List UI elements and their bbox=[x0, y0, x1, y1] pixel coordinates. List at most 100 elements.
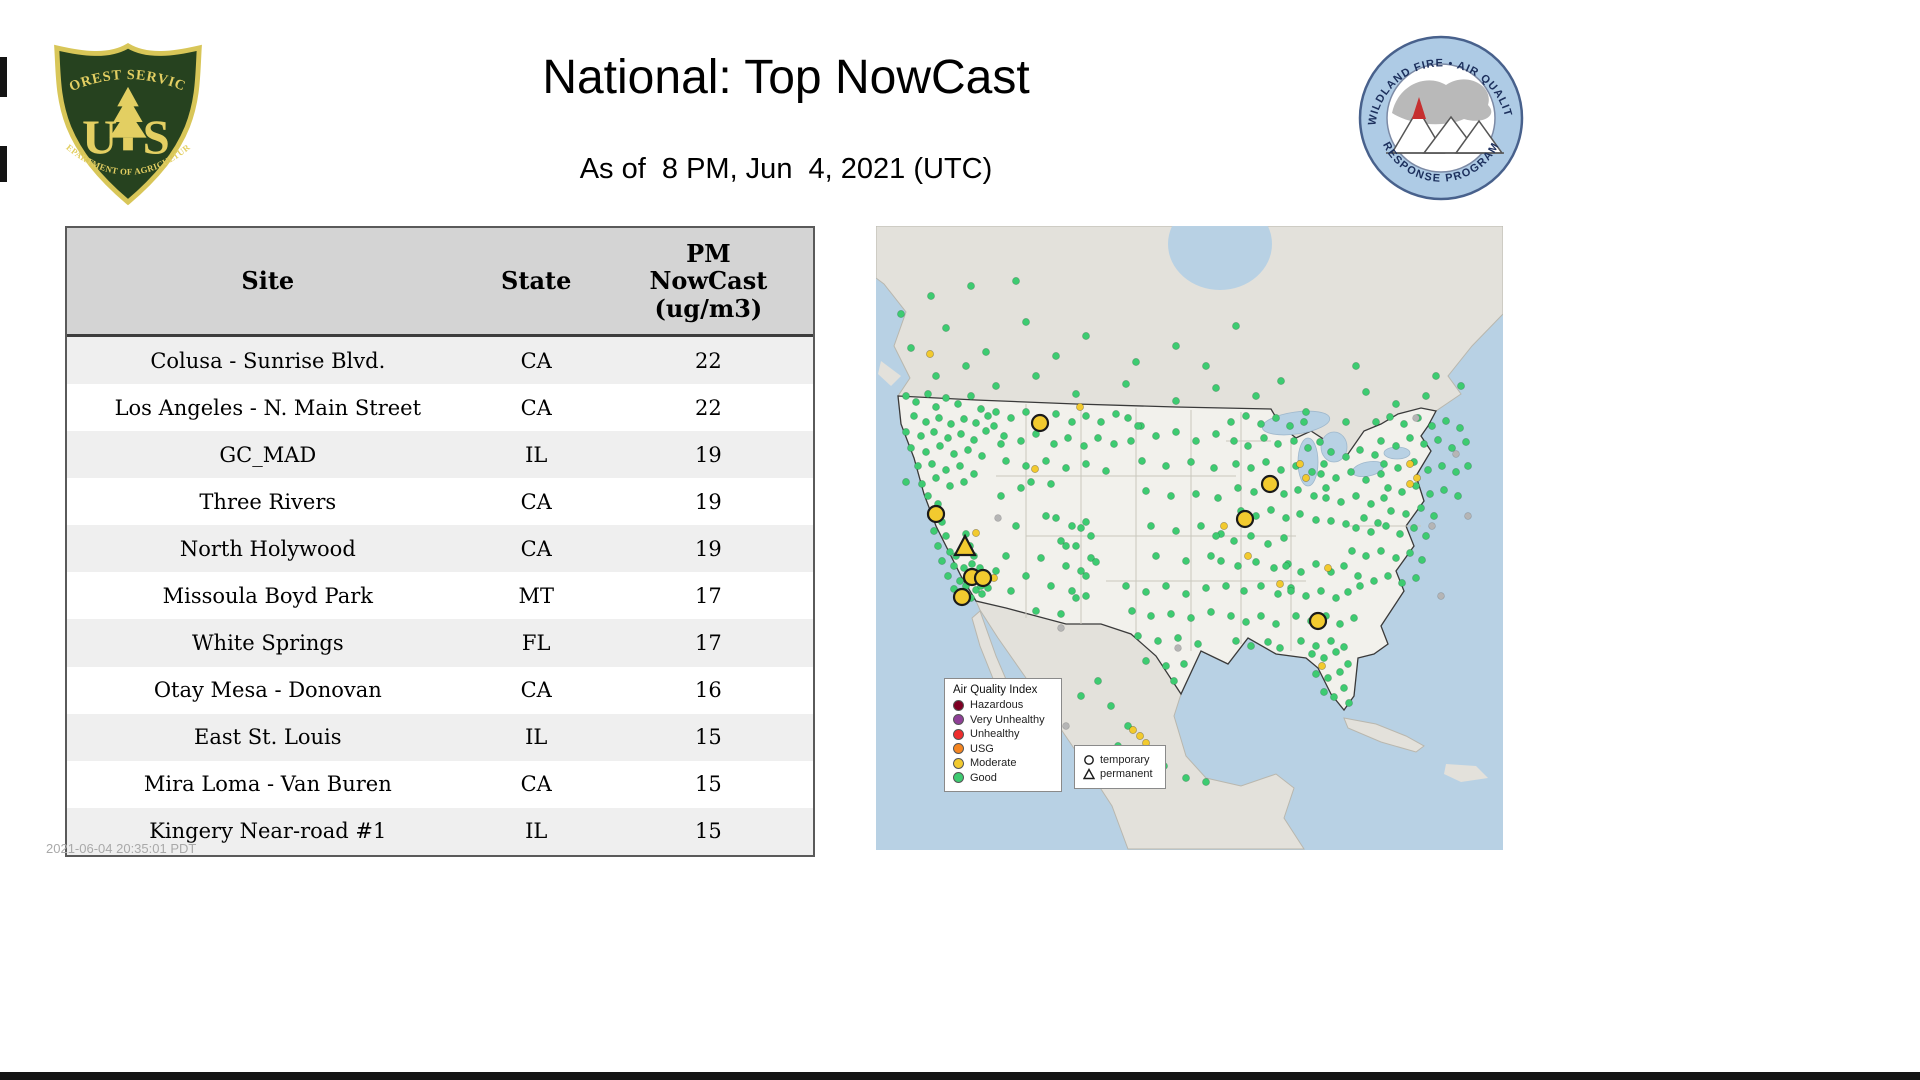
usfs-logo: FOREST SERVICE U S DEPARTMENT OF AGRICUL… bbox=[45, 36, 202, 206]
wfaqrp-mountains-icon bbox=[1390, 107, 1504, 154]
site-dot-good bbox=[1322, 484, 1330, 492]
site-dot-good bbox=[932, 372, 940, 380]
site-dot-good bbox=[1252, 392, 1260, 400]
site-dot-good bbox=[1274, 440, 1282, 448]
site-dot-moderate bbox=[1406, 480, 1414, 488]
aqi-color-chip bbox=[953, 728, 964, 740]
site-dot-good bbox=[1092, 558, 1100, 566]
site-dot-inactive bbox=[1412, 414, 1420, 422]
site-dot-good bbox=[1354, 572, 1362, 580]
site-dot-good bbox=[960, 564, 968, 572]
site-dot-good bbox=[1448, 444, 1456, 452]
site-dot-good bbox=[1382, 522, 1390, 530]
site-dot-good bbox=[1127, 437, 1135, 445]
site-dot-good bbox=[1047, 480, 1055, 488]
site-dot-good bbox=[1134, 422, 1142, 430]
col-header-pm: PM NowCast (ug/m3) bbox=[603, 228, 813, 337]
site-dot-good bbox=[1162, 662, 1170, 670]
site-dot-good bbox=[1182, 590, 1190, 598]
site-dot-good bbox=[907, 444, 915, 452]
site-dot-good bbox=[1392, 400, 1400, 408]
site-dot-good bbox=[1232, 460, 1240, 468]
site-dot-good bbox=[1142, 487, 1150, 495]
site-dot-good bbox=[1094, 434, 1102, 442]
site-dot-good bbox=[1337, 498, 1345, 506]
site-dot-good bbox=[922, 448, 930, 456]
site-dot-good bbox=[1286, 422, 1294, 430]
site-dot-good bbox=[964, 446, 972, 454]
site-dot-good bbox=[1172, 428, 1180, 436]
site-dot-moderate bbox=[1244, 552, 1252, 560]
site-dot-inactive bbox=[1437, 592, 1445, 600]
site-dot-good bbox=[1230, 437, 1238, 445]
site-dot-good bbox=[1464, 462, 1472, 470]
site-dot-good bbox=[1336, 668, 1344, 676]
usfs-letter-s: S bbox=[143, 109, 170, 164]
site-dot-good bbox=[1342, 453, 1350, 461]
usfs-tree-icon bbox=[109, 86, 147, 151]
site-dot-good bbox=[1410, 524, 1418, 532]
site-dot-good bbox=[1174, 634, 1182, 642]
aqi-map-svg bbox=[876, 226, 1503, 850]
site-dot-good bbox=[978, 590, 986, 598]
top-site-circle-marker bbox=[926, 504, 946, 524]
wfaqrp-logo: WILDLAND FIRE • AIR QUALITY RESPONSE PRO… bbox=[1356, 33, 1524, 201]
site-dot-good bbox=[930, 428, 938, 436]
site-dot-good bbox=[956, 462, 964, 470]
site-dot-good bbox=[1032, 372, 1040, 380]
site-dot-good bbox=[912, 398, 920, 406]
site-dot-good bbox=[946, 482, 954, 490]
site-dot-good bbox=[997, 492, 1005, 500]
map-cuba bbox=[1343, 717, 1425, 753]
site-dot-good bbox=[1124, 722, 1132, 730]
site-dot-good bbox=[1247, 532, 1255, 540]
site-dot-good bbox=[1272, 414, 1280, 422]
site-dot-good bbox=[1152, 552, 1160, 560]
site-dot-good bbox=[1132, 358, 1140, 366]
site-dot-good bbox=[1267, 506, 1275, 514]
site-dot-good bbox=[982, 348, 990, 356]
site-dot-good bbox=[1250, 488, 1258, 496]
site-dot-good bbox=[1042, 512, 1050, 520]
site-dot-good bbox=[927, 292, 935, 300]
site-dot-good bbox=[977, 405, 985, 413]
site-dot-good bbox=[1222, 582, 1230, 590]
site-dot-good bbox=[1362, 388, 1370, 396]
site-dot-good bbox=[932, 474, 940, 482]
table-row: GC_MAD IL 19 bbox=[67, 431, 813, 479]
site-dot-good bbox=[938, 557, 946, 565]
site-dot-good bbox=[924, 492, 932, 500]
site-dot-good bbox=[1068, 522, 1076, 530]
site-dot-good bbox=[984, 412, 992, 420]
page-subtitle: As of 8 PM, Jun 4, 2021 (UTC) bbox=[579, 153, 993, 185]
aqi-legend-item: USG bbox=[953, 743, 1053, 755]
site-dot-good bbox=[1312, 670, 1320, 678]
table-row: Colusa - Sunrise Blvd. CA 22 bbox=[67, 335, 813, 385]
site-dot-good bbox=[1000, 432, 1008, 440]
site-dot-good bbox=[1022, 408, 1030, 416]
col-header-state: State bbox=[468, 228, 604, 337]
site-dot-good bbox=[1240, 587, 1248, 595]
table-row: Kingery Near-road #1 IL 15 bbox=[67, 807, 813, 855]
site-dot-good bbox=[1077, 524, 1085, 532]
site-dot-good bbox=[967, 282, 975, 290]
site-dot-good bbox=[1112, 410, 1120, 418]
site-dot-good bbox=[1400, 420, 1408, 428]
site-dot-good bbox=[1007, 414, 1015, 422]
site-dot-good bbox=[1398, 488, 1406, 496]
site-dot-good bbox=[1316, 438, 1324, 446]
site-dot-good bbox=[924, 390, 932, 398]
aqi-legend-item: Unhealthy bbox=[953, 728, 1053, 740]
table-row: Three Rivers CA 19 bbox=[67, 478, 813, 526]
generation-timestamp: 2021-06-04 20:35:01 PDT bbox=[46, 841, 197, 856]
aqi-color-chip bbox=[953, 772, 964, 783]
site-dot-good bbox=[1324, 674, 1332, 682]
site-dot-good bbox=[1244, 442, 1252, 450]
site-dot-good bbox=[1356, 582, 1364, 590]
site-dot-good bbox=[1232, 637, 1240, 645]
site-dot-good bbox=[1227, 418, 1235, 426]
site-dot-good bbox=[1312, 516, 1320, 524]
site-dot-good bbox=[942, 466, 950, 474]
site-dot-good bbox=[1277, 377, 1285, 385]
